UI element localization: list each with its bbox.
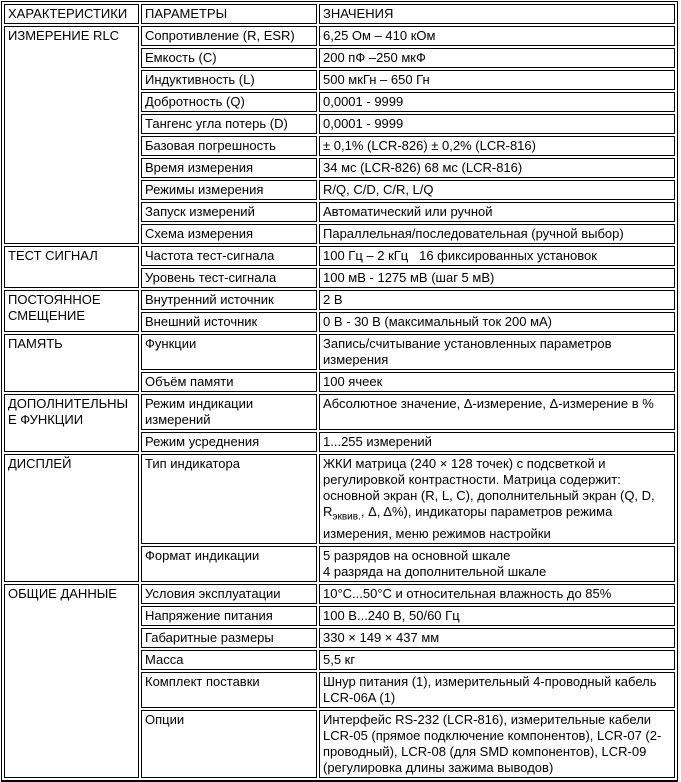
section-cell: ПАМЯТЬ bbox=[4, 334, 139, 392]
table-row: Формат индикации 5 разрядов на основной ш… bbox=[4, 545, 675, 582]
value-cell: 100 мВ - 1275 мВ (шаг 5 мВ) bbox=[319, 268, 675, 288]
table-row: Добротность (Q) 0,0001 - 9999 bbox=[4, 92, 675, 112]
table-row: Базовая погрешность ± 0,1% (LCR-826) ± 0,… bbox=[4, 136, 675, 156]
table-row: ПАМЯТЬ Функции Запись/считывание установле… bbox=[4, 334, 675, 392]
param-cell: Режим усреднения bbox=[141, 432, 317, 452]
param-cell: Емкость (C) bbox=[141, 48, 317, 68]
value-cell: Интерфейс RS-232 (LCR-816), измерительны… bbox=[319, 709, 675, 778]
value-cell: 10°C...50°C и относительная влажность до… bbox=[319, 583, 675, 604]
section-cell: ТЕСТ СИГНАЛ bbox=[4, 246, 139, 288]
value-cell: 200 пФ –250 мкФ bbox=[319, 48, 675, 68]
value-cell: Запись/считывание установленных параметр… bbox=[319, 334, 675, 370]
value-cell: 6,25 Ом – 410 кОм bbox=[319, 26, 675, 46]
param-cell: Напряжение питания bbox=[141, 605, 317, 626]
param-cell: Внешний источник bbox=[141, 312, 317, 332]
param-cell: Частота тест-сигнала bbox=[141, 246, 317, 266]
table-row: Уровень тест-сигнала 100 мВ - 1275 мВ (ша… bbox=[4, 268, 675, 288]
header-row: ХАРАКТЕРИСТИКИ ПАРАМЕТРЫ ЗНАЧЕНИЯ bbox=[4, 4, 675, 24]
value-cell: 0,0001 - 9999 bbox=[319, 114, 675, 134]
value-cell: Абсолютное значение, Δ-измерение, Δ-изме… bbox=[319, 394, 675, 430]
value-cell: 1...255 измерений bbox=[319, 432, 675, 452]
section-cell: ПОСТОЯННОЕ СМЕЩЕНИЕ bbox=[4, 290, 139, 332]
table-row: ДИСПЛЕЙ Тип индикатора ЖКИ матрица (240 × … bbox=[4, 454, 675, 582]
value-cell: 100 ячеек bbox=[319, 372, 675, 392]
table-row: ИЗМЕРЕНИЕ RLC Сопротивление (R, ESR) 6,25 … bbox=[4, 26, 675, 244]
value-cell: 5,5 кг bbox=[319, 649, 675, 670]
value-cell: R/Q, C/D, C/R, L/Q bbox=[319, 180, 675, 200]
table-row: Режим усреднения 1...255 измерений bbox=[4, 432, 675, 452]
table-row: ДОПОЛНИТЕЛЬНЫЕ ФУНКЦИИ Режим индикации из… bbox=[4, 394, 675, 452]
value-cell: Шнур питания (1), измерительный 4-провод… bbox=[319, 671, 675, 708]
header-parameters: ПАРАМЕТРЫ bbox=[141, 4, 317, 24]
param-cell: Базовая погрешность bbox=[141, 136, 317, 156]
param-cell: Индуктивность (L) bbox=[141, 70, 317, 90]
table-row: ТЕСТ СИГНАЛ Частота тест-сигнала 100 Гц – … bbox=[4, 246, 675, 288]
param-cell: Опции bbox=[141, 709, 317, 778]
param-cell: Объём памяти bbox=[141, 372, 317, 392]
table-row: Схема измерения Параллельная/последовател… bbox=[4, 224, 675, 244]
param-cell: Запуск измерений bbox=[141, 202, 317, 222]
table-row: Напряжение питания 100 В...240 В, 50/60 Г… bbox=[4, 605, 675, 626]
table-row: Внешний источник 0 В - 30 В (максимальный… bbox=[4, 312, 675, 332]
param-cell: Добротность (Q) bbox=[141, 92, 317, 112]
section-cell: ДИСПЛЕЙ bbox=[4, 454, 139, 582]
specs-body: ИЗМЕРЕНИЕ RLC Сопротивление (R, ESR) 6,25 … bbox=[4, 26, 675, 778]
section-cell: ОБЩИЕ ДАННЫЕ bbox=[4, 583, 139, 778]
param-cell: Схема измерения bbox=[141, 224, 317, 244]
param-cell: Масса bbox=[141, 649, 317, 670]
value-cell: 500 мкГн – 650 Гн bbox=[319, 70, 675, 90]
header-values: ЗНАЧЕНИЯ bbox=[319, 4, 675, 24]
section-cell: ИЗМЕРЕНИЕ RLC bbox=[4, 26, 139, 244]
param-cell: Комплект поставки bbox=[141, 671, 317, 708]
table-row: Режимы измерения R/Q, C/D, C/R, L/Q bbox=[4, 180, 675, 200]
table-row: Запуск измерений Автоматический или ручно… bbox=[4, 202, 675, 222]
param-cell: Условия эксплуатации bbox=[141, 583, 317, 604]
table-row: ОБЩИЕ ДАННЫЕ Условия эксплуатации 10°C...5… bbox=[4, 583, 675, 778]
value-cell: ЖКИ матрица (240 × 128 точек) с подсветк… bbox=[319, 454, 675, 544]
table-row: Индуктивность (L) 500 мкГн – 650 Гн bbox=[4, 70, 675, 90]
table-row: Емкость (C) 200 пФ –250 мкФ bbox=[4, 48, 675, 68]
value-cell: 100 Гц – 2 кГц 16 фиксированных установо… bbox=[319, 246, 675, 266]
param-cell: Режимы измерения bbox=[141, 180, 317, 200]
param-cell: Уровень тест-сигнала bbox=[141, 268, 317, 288]
table-row: Тангенс угла потерь (D) 0,0001 - 9999 bbox=[4, 114, 675, 134]
section-cell: ДОПОЛНИТЕЛЬНЫЕ ФУНКЦИИ bbox=[4, 394, 139, 452]
value-cell: ± 0,1% (LCR-826) ± 0,2% (LCR-816) bbox=[319, 136, 675, 156]
value-cell: 0,0001 - 9999 bbox=[319, 92, 675, 112]
table-row: Масса 5,5 кг bbox=[4, 649, 675, 670]
table-row: Габаритные размеры 330 × 149 × 437 мм bbox=[4, 627, 675, 648]
param-cell: Функции bbox=[141, 334, 317, 370]
param-cell: Режим индикации измерений bbox=[141, 394, 317, 430]
table-row: Время измерения 34 мс (LCR-826) 68 мс (LC… bbox=[4, 158, 675, 178]
value-cell: 0 В - 30 В (максимальный ток 200 мА) bbox=[319, 312, 675, 332]
param-cell: Время измерения bbox=[141, 158, 317, 178]
value-cell: Автоматический или ручной bbox=[319, 202, 675, 222]
param-cell: Тип индикатора bbox=[141, 454, 317, 544]
param-cell: Тангенс угла потерь (D) bbox=[141, 114, 317, 134]
param-cell: Внутренний источник bbox=[141, 290, 317, 310]
value-cell: Параллельная/последовательная (ручной вы… bbox=[319, 224, 675, 244]
table-row: Объём памяти 100 ячеек bbox=[4, 372, 675, 392]
param-cell: Формат индикации bbox=[141, 545, 317, 582]
value-cell: 2 В bbox=[319, 290, 675, 310]
value-cell: 330 × 149 × 437 мм bbox=[319, 627, 675, 648]
value-cell: 100 В...240 В, 50/60 Гц bbox=[319, 605, 675, 626]
value-cell: 5 разрядов на основной шкале 4 разряда н… bbox=[319, 545, 675, 582]
header-characteristics: ХАРАКТЕРИСТИКИ bbox=[4, 4, 139, 24]
value-cell: 34 мс (LCR-826) 68 мс (LCR-816) bbox=[319, 158, 675, 178]
param-cell: Габаритные размеры bbox=[141, 627, 317, 648]
table-row: Комплект поставки Шнур питания (1), измер… bbox=[4, 671, 675, 708]
table-row: ПОСТОЯННОЕ СМЕЩЕНИЕ Внутренний источник 2 … bbox=[4, 290, 675, 332]
param-cell: Сопротивление (R, ESR) bbox=[141, 26, 317, 46]
